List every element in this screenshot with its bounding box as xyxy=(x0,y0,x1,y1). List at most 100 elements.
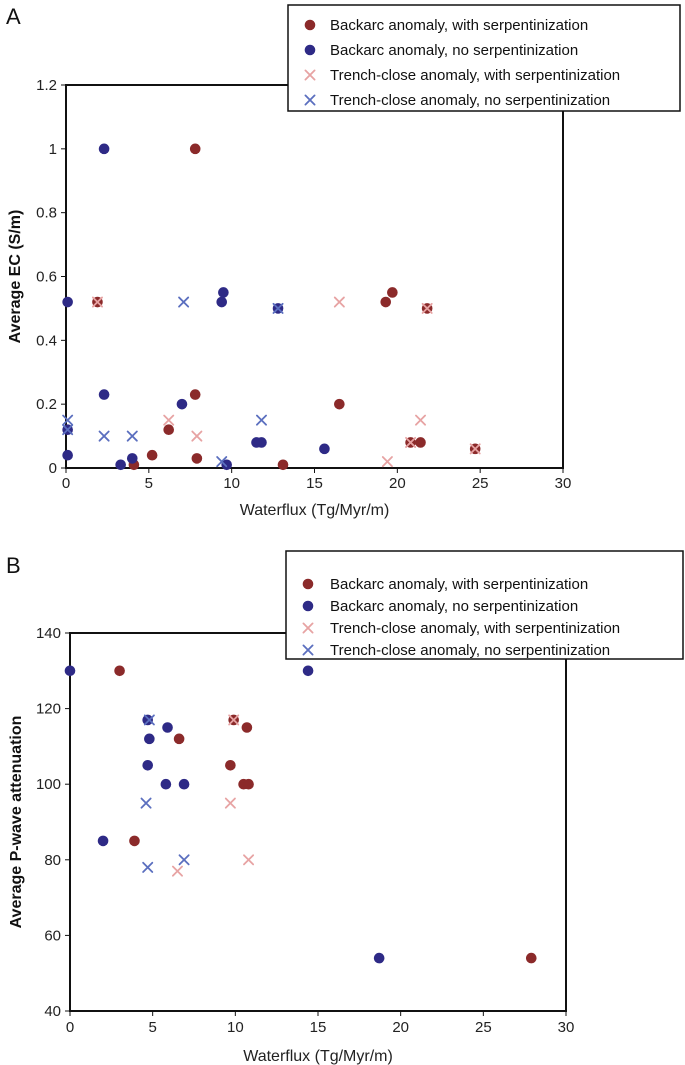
x-tick-label: 10 xyxy=(227,1019,244,1036)
data-point-cross xyxy=(405,436,417,448)
data-point-dot xyxy=(142,714,154,726)
data-point-dot xyxy=(176,398,188,410)
data-point-cross xyxy=(224,797,236,809)
y-tick-label: 0.6 xyxy=(36,269,57,286)
data-point-dot xyxy=(319,443,330,455)
data-point-dot xyxy=(115,459,126,471)
x-tick-label: 10 xyxy=(223,475,240,492)
legend-marker-dot xyxy=(302,600,314,612)
data-point-cross xyxy=(142,861,154,873)
y-tick-label: 0.8 xyxy=(36,205,57,222)
data-point-dot xyxy=(126,453,138,464)
ec-scatter-chart: A 0 5 10 15 20 25 30 0 0.2 0.4 0.6 0.8 1 1.2 Waterflux … xyxy=(6,4,681,519)
legend-label: Trench-close anomaly, no serpentinizatio… xyxy=(330,642,610,659)
data-point-dot xyxy=(241,722,253,733)
data-point-dot xyxy=(216,296,228,308)
panel-letter: B xyxy=(6,553,21,578)
data-point-cross xyxy=(243,854,255,866)
data-point-dot xyxy=(146,449,158,461)
y-tick-label: 80 xyxy=(44,852,61,869)
y-tick-label: 60 xyxy=(44,927,61,944)
legend-box xyxy=(287,4,681,112)
data-point-cross xyxy=(216,456,228,468)
legend-label: Backarc anomaly, with serpentinization xyxy=(330,576,588,593)
data-point-dot xyxy=(373,952,385,964)
data-point-cross xyxy=(421,302,433,314)
data-point-dot xyxy=(178,778,190,790)
x-tick-label: 20 xyxy=(392,1019,409,1036)
data-point-cross xyxy=(171,865,183,877)
x-axis-title: Waterflux (Tg/Myr/m) xyxy=(240,502,390,519)
data-point-dot xyxy=(62,296,73,308)
data-point-dot xyxy=(189,389,201,400)
series-crosses-2 xyxy=(171,714,255,877)
data-point-dot xyxy=(62,449,73,461)
data-point-cross xyxy=(143,714,155,726)
data-point-dot xyxy=(225,760,236,771)
data-point-cross xyxy=(255,414,267,426)
data-point-cross xyxy=(178,854,190,866)
x-tick-label: 15 xyxy=(310,1019,327,1036)
data-point-dot xyxy=(256,437,267,448)
x-tick-label: 15 xyxy=(306,475,323,492)
legend-label: Backarc anomaly, no serpentinization xyxy=(330,42,578,59)
data-point-dot xyxy=(415,437,426,448)
y-tick-label: 0.2 xyxy=(36,396,57,413)
data-point-dot xyxy=(387,287,398,298)
y-tick-label: 0 xyxy=(49,460,57,477)
data-point-dot xyxy=(97,835,109,847)
data-point-cross xyxy=(228,714,240,726)
data-point-dot xyxy=(334,398,345,410)
plot-frame xyxy=(69,632,567,1012)
y-tick-label: 40 xyxy=(44,1003,61,1020)
y-tick-label: 0.4 xyxy=(36,332,57,349)
legend-marker-dot xyxy=(304,19,316,31)
legend-label: Backarc anomaly, no serpentinization xyxy=(330,598,578,615)
y-tick-label: 140 xyxy=(36,625,61,642)
x-tick-label: 20 xyxy=(389,475,406,492)
y-axis-title: Average P-wave attenuation xyxy=(8,716,25,929)
x-tick-label: 25 xyxy=(472,475,489,492)
legend-marker-cross xyxy=(304,69,316,81)
plot-frame xyxy=(65,84,564,469)
data-point-cross xyxy=(163,414,175,426)
data-point-cross xyxy=(140,797,152,809)
panel-letter: A xyxy=(6,4,21,29)
x-tick-label: 0 xyxy=(66,1019,74,1036)
legend-marker-cross xyxy=(302,622,314,634)
series-crosses-2 xyxy=(91,296,481,468)
series-crosses-3 xyxy=(140,714,190,873)
data-point-cross xyxy=(62,414,74,426)
legend-marker-cross xyxy=(304,94,316,106)
data-point-cross xyxy=(178,296,190,308)
legend-box xyxy=(285,550,684,660)
y-tick-label: 1.2 xyxy=(36,77,57,94)
data-point-cross xyxy=(98,430,110,442)
legend-label: Trench-close anomaly, no serpentinizatio… xyxy=(330,92,610,109)
data-point-dot xyxy=(173,733,185,745)
data-point-dot xyxy=(163,424,175,436)
data-point-dot xyxy=(142,760,154,771)
data-point-dot xyxy=(380,296,392,308)
data-point-cross xyxy=(469,443,481,455)
data-point-dot xyxy=(98,389,110,400)
legend-label: Trench-close anomaly, with serpentinizat… xyxy=(330,67,620,84)
data-point-cross xyxy=(333,296,345,308)
data-point-dot xyxy=(160,778,172,790)
legend-label: Trench-close anomaly, with serpentinizat… xyxy=(330,620,620,637)
legend-marker-cross xyxy=(302,644,314,656)
legend-marker-dot xyxy=(302,578,314,590)
data-point-cross xyxy=(415,414,427,426)
data-point-dot xyxy=(144,733,155,745)
data-point-cross xyxy=(272,302,284,314)
data-point-dot xyxy=(221,459,232,471)
data-point-dot xyxy=(277,459,289,471)
legend-label: Backarc anomaly, with serpentinization xyxy=(330,17,588,34)
data-point-dot xyxy=(302,665,314,677)
attenuation-scatter-chart: B 0 5 10 15 20 25 30 40 60 80 100 120 140 Waterflux (T… xyxy=(6,550,684,1065)
x-tick-label: 5 xyxy=(148,1019,156,1036)
data-point-cross xyxy=(62,424,74,436)
data-point-dot xyxy=(114,665,125,677)
x-tick-label: 25 xyxy=(475,1019,492,1036)
data-point-cross xyxy=(126,430,138,442)
